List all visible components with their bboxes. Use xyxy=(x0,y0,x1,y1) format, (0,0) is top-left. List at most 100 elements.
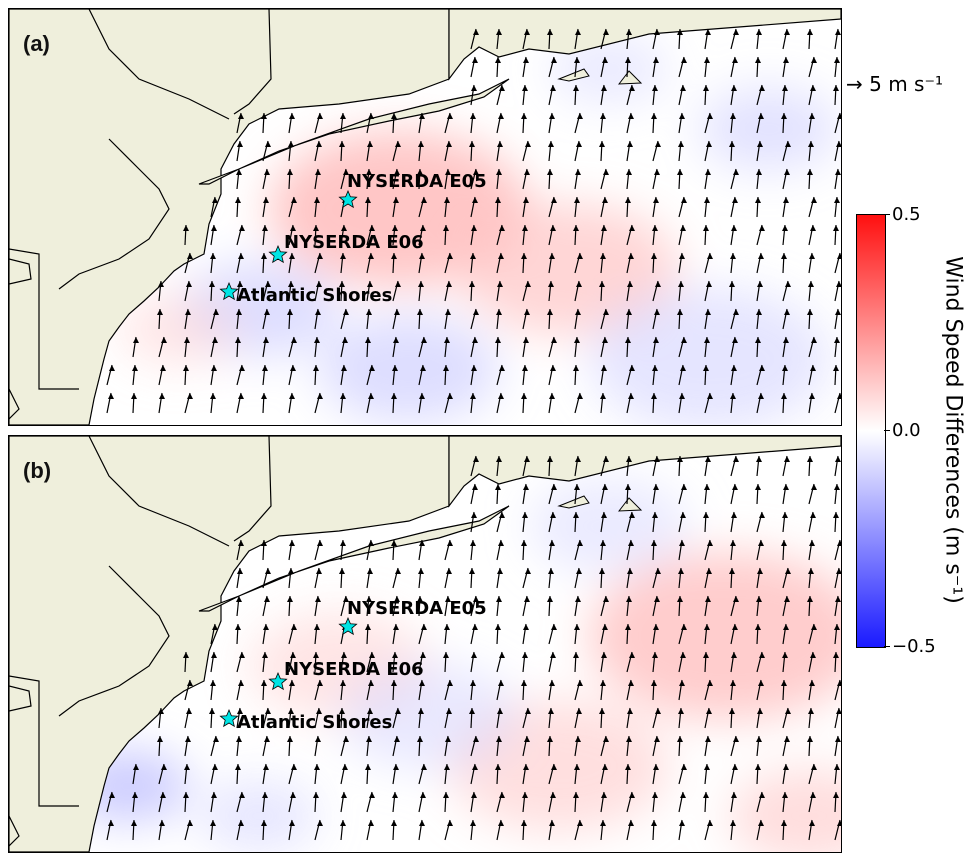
wind-vector-head xyxy=(263,624,269,630)
wind-vector-head xyxy=(525,141,531,147)
wind-vector-head xyxy=(496,596,502,602)
wind-vector-head xyxy=(629,512,635,518)
wind-vector-head xyxy=(577,253,583,259)
wind-vector-head xyxy=(655,281,661,287)
wind-vector-head xyxy=(732,624,738,630)
wind-vector-head xyxy=(339,568,345,574)
wind-vector-head xyxy=(704,337,710,343)
wind-vector-head xyxy=(261,253,267,259)
wind-vector-head xyxy=(521,253,527,259)
wind-vector-head xyxy=(681,484,687,490)
wind-vector-head xyxy=(653,764,659,770)
wind-vector-head xyxy=(470,680,476,686)
land-mass xyxy=(9,9,450,425)
wind-vector-head xyxy=(213,736,219,742)
wind-vector-head xyxy=(418,141,424,147)
wind-vector-head xyxy=(497,708,503,714)
wind-vector-head xyxy=(187,820,193,826)
wind-vector-head xyxy=(340,393,346,399)
wind-vector-head xyxy=(183,652,189,658)
wind-vector-head xyxy=(313,792,319,798)
wind-vector-head xyxy=(419,393,425,399)
wind-vector-head xyxy=(758,113,764,119)
wind-difference-shading xyxy=(589,287,829,425)
wind-vector-head xyxy=(654,29,660,35)
wind-vector-head xyxy=(549,393,555,399)
wind-vector-head xyxy=(495,57,501,63)
wind-vector-head xyxy=(601,792,607,798)
wind-vector-head xyxy=(600,540,606,546)
wind-vector-head xyxy=(834,624,840,630)
wind-vector-head xyxy=(625,484,631,490)
reference-arrow-label: 5 m s⁻¹ xyxy=(869,72,944,96)
wind-vector-head xyxy=(209,708,215,714)
wind-vector-head xyxy=(602,484,608,490)
wind-vector-head xyxy=(602,337,608,343)
wind-vector-head xyxy=(705,29,711,35)
wind-vector-head xyxy=(706,281,712,287)
wind-vector-head xyxy=(677,736,683,742)
wind-vector-head xyxy=(654,456,660,462)
wind-vector-head xyxy=(756,169,762,175)
wind-vector-head xyxy=(783,484,789,490)
wind-vector-head xyxy=(756,736,762,742)
wind-vector-head xyxy=(522,225,528,231)
wind-vector-head xyxy=(369,225,375,231)
wind-vector-head xyxy=(262,652,268,658)
wind-vector-head xyxy=(287,596,293,602)
wind-vector-head xyxy=(369,365,375,371)
wind-vector-head xyxy=(836,141,841,147)
wind-vector-head xyxy=(393,764,399,770)
wind-vector-head xyxy=(290,365,296,371)
wind-vector-head xyxy=(551,197,557,203)
wind-vector-head xyxy=(317,820,323,826)
wind-vector-head xyxy=(340,540,346,546)
wind-vector-head xyxy=(288,568,294,574)
wind-vector-head xyxy=(703,85,709,91)
wind-vector-head xyxy=(523,624,529,630)
wind-vector-head xyxy=(392,792,398,798)
wind-vector-head xyxy=(654,736,660,742)
wind-vector-head xyxy=(577,540,583,546)
site-label-atlantic-shores: Atlantic Shores xyxy=(237,712,393,733)
wind-vector-head xyxy=(316,141,322,147)
wind-vector-head xyxy=(132,365,138,371)
wind-vector-head xyxy=(575,309,581,315)
wind-vector-head xyxy=(470,253,476,259)
wind-vector-head xyxy=(575,29,581,35)
wind-vector-head xyxy=(522,512,528,518)
island xyxy=(617,70,643,85)
wind-vector-head xyxy=(573,85,579,91)
wind-vector-head xyxy=(290,652,296,658)
wind-vector-head xyxy=(340,253,346,259)
map-b-svg xyxy=(9,436,841,852)
wind-vector-head xyxy=(288,141,294,147)
wind-vector-head xyxy=(600,680,606,686)
wind-vector-head xyxy=(628,113,634,119)
wind-vector-head xyxy=(836,281,841,287)
wind-vector-head xyxy=(317,680,323,686)
wind-vector-head xyxy=(473,456,479,462)
wind-vector-head xyxy=(784,456,790,462)
wind-vector-head xyxy=(419,540,425,546)
wind-vector-head xyxy=(524,456,530,462)
wind-difference-shading xyxy=(459,203,679,335)
wind-vector-head xyxy=(418,281,424,287)
wind-vector-head xyxy=(262,365,268,371)
wind-vector-head xyxy=(495,484,501,490)
wind-vector-head xyxy=(211,225,217,231)
wind-vector-head xyxy=(394,736,400,742)
wind-vector-head xyxy=(811,197,817,203)
wind-vector-head xyxy=(237,568,243,574)
wind-vector-head xyxy=(626,29,632,35)
wind-vector-head xyxy=(599,281,605,287)
wind-vector-head xyxy=(835,309,841,315)
wind-vector-head xyxy=(365,764,371,770)
wind-vector-head xyxy=(755,624,761,630)
wind-vector-head xyxy=(652,512,658,518)
wind-vector-head xyxy=(496,309,502,315)
colorbar-label-mid: 0.0 xyxy=(892,420,921,441)
wind-vector-head xyxy=(496,456,502,462)
wind-vector-head xyxy=(603,596,609,602)
colorbar-tick-mid xyxy=(884,430,890,431)
